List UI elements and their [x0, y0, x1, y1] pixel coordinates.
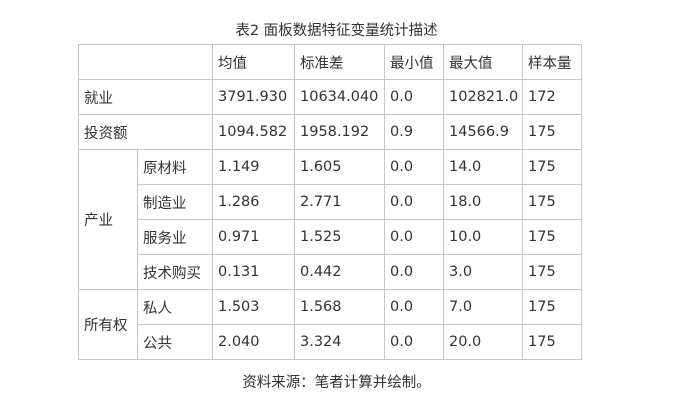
cell: 1094.582 — [212, 114, 295, 150]
cell: 0.131 — [212, 254, 295, 290]
cell: 102821.0 — [443, 79, 523, 115]
table-title: 表2 面板数据特征变量统计描述 — [235, 23, 438, 39]
table-row: 制造业 1.286 2.771 0.0 18.0 175 — [79, 184, 582, 220]
row-label: 公共 — [137, 324, 213, 360]
cell: 1.149 — [212, 149, 295, 185]
cell: 0.9 — [384, 114, 444, 150]
cell: 175 — [522, 324, 582, 360]
table-row: 所有权 私人 1.503 1.568 0.0 7.0 175 — [78, 289, 582, 360]
cell: 175 — [522, 289, 582, 325]
cell: 0.971 — [212, 219, 295, 255]
row-label: 就业 — [78, 79, 213, 115]
table-row: 技术购买 0.131 0.442 0.0 3.0 175 — [79, 254, 582, 290]
row-label: 制造业 — [137, 184, 213, 220]
cell: 0.0 — [384, 79, 444, 115]
row-label: 投资额 — [78, 114, 213, 150]
header-cell: 标准差 — [294, 44, 385, 80]
table-row: 就业 3791.930 10634.040 0.0 102821.0 172 — [78, 79, 582, 115]
cell: 175 — [522, 219, 582, 255]
row-label: 私人 — [137, 289, 213, 325]
cell: 3.0 — [443, 254, 523, 290]
statistics-table: 均值 标准差 最小值 最大值 样本量 就业 3791.930 10634.040… — [78, 44, 582, 360]
cell: 175 — [522, 254, 582, 290]
header-blank — [78, 44, 213, 80]
cell: 175 — [522, 184, 582, 220]
cell: 14566.9 — [443, 114, 523, 150]
cell: 1958.192 — [294, 114, 385, 150]
cell: 7.0 — [443, 289, 523, 325]
cell: 0.0 — [384, 149, 444, 185]
header-cell: 最小值 — [384, 44, 444, 80]
cell: 0.0 — [384, 324, 444, 360]
table-row: 服务业 0.971 1.525 0.0 10.0 175 — [79, 219, 582, 255]
table-row: 投资额 1094.582 1958.192 0.9 14566.9 175 — [78, 114, 582, 150]
header-cell: 样本量 — [522, 44, 582, 80]
cell: 1.605 — [294, 149, 385, 185]
cell: 172 — [522, 79, 582, 115]
cell: 0.442 — [294, 254, 385, 290]
cell: 14.0 — [443, 149, 523, 185]
cell: 0.0 — [384, 219, 444, 255]
cell: 10.0 — [443, 219, 523, 255]
table-row: 产业 原材料 1.149 1.605 0.0 14.0 175 — [78, 149, 582, 290]
cell: 0.0 — [384, 254, 444, 290]
cell: 0.0 — [384, 289, 444, 325]
header-cell: 均值 — [212, 44, 295, 80]
cell: 175 — [522, 114, 582, 150]
cell: 0.0 — [384, 184, 444, 220]
cell: 1.286 — [212, 184, 295, 220]
cell: 1.503 — [212, 289, 295, 325]
cell: 2.771 — [294, 184, 385, 220]
header-cell: 最大值 — [443, 44, 523, 80]
cell: 3791.930 — [212, 79, 295, 115]
row-label: 技术购买 — [137, 254, 213, 290]
source-footnote: 资料来源：笔者计算并绘制。 — [242, 375, 431, 391]
row-label: 原材料 — [137, 149, 213, 185]
header-row: 均值 标准差 最小值 最大值 样本量 — [78, 44, 582, 80]
cell: 10634.040 — [294, 79, 385, 115]
cell: 20.0 — [443, 324, 523, 360]
cell: 175 — [522, 149, 582, 185]
row-label: 服务业 — [137, 219, 213, 255]
cell: 2.040 — [212, 324, 295, 360]
cell: 18.0 — [443, 184, 523, 220]
cell: 1.568 — [294, 289, 385, 325]
group-label: 所有权 — [78, 289, 138, 360]
group-label: 产业 — [78, 149, 138, 290]
cell: 3.324 — [294, 324, 385, 360]
table-row: 公共 2.040 3.324 0.0 20.0 175 — [79, 324, 582, 360]
cell: 1.525 — [294, 219, 385, 255]
